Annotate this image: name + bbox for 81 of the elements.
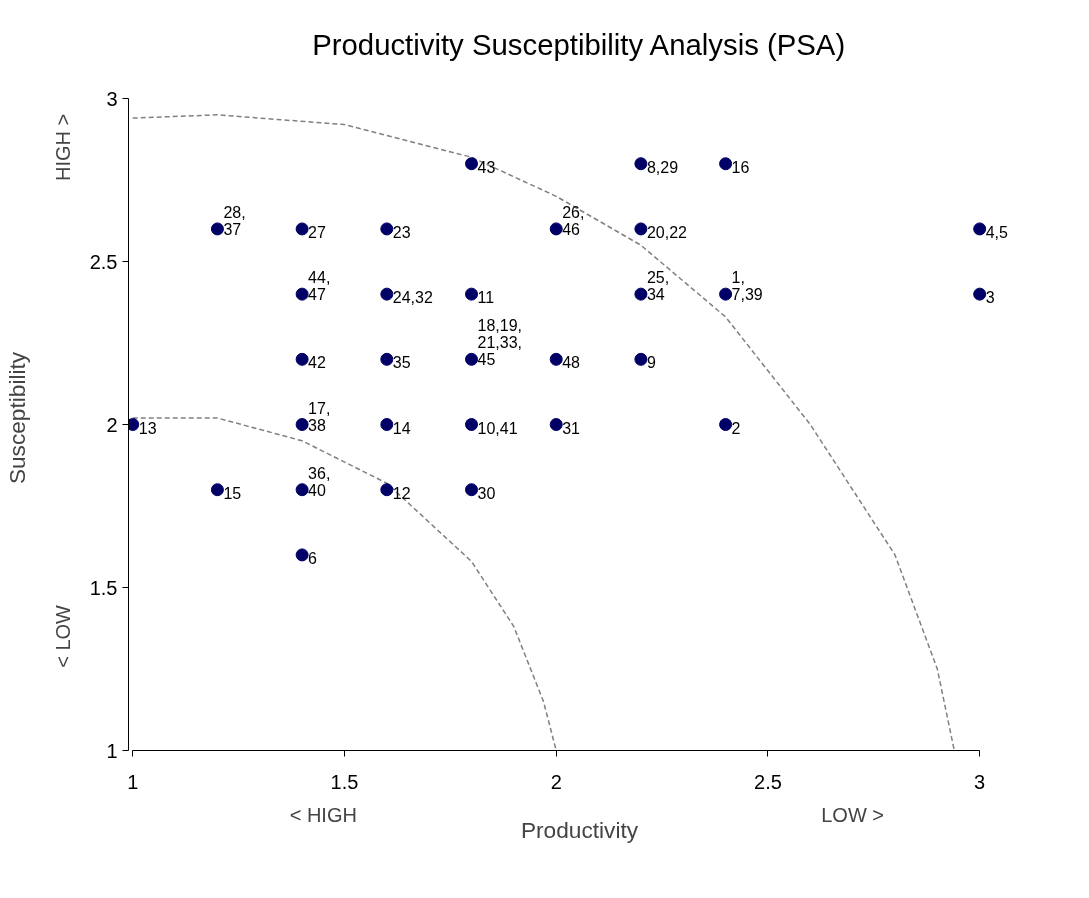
annotation: 35 bbox=[392, 354, 411, 372]
annotation: 28, 37 bbox=[223, 203, 246, 238]
x-tick-label: 1.5 bbox=[330, 770, 359, 793]
point bbox=[210, 483, 224, 497]
point bbox=[465, 483, 479, 497]
point bbox=[295, 287, 309, 301]
x-tick-label: 1 bbox=[127, 770, 139, 793]
point bbox=[295, 352, 309, 366]
annotation: 11 bbox=[477, 289, 495, 307]
annotation: 30 bbox=[477, 484, 496, 502]
point bbox=[465, 157, 479, 171]
y-tick-label: 2.5 bbox=[89, 250, 118, 273]
point bbox=[380, 287, 394, 301]
annotation: 1, 7,39 bbox=[731, 269, 763, 304]
y-tick-label: 3 bbox=[106, 87, 118, 110]
annotation: 18,19, 21,33, 45 bbox=[477, 317, 522, 369]
point bbox=[465, 287, 479, 301]
line-series bbox=[131, 114, 956, 751]
text: HIGH > bbox=[52, 113, 75, 182]
annotation: 25, 34 bbox=[646, 269, 670, 304]
annotation: 12 bbox=[392, 484, 411, 502]
annotation: 23 bbox=[392, 223, 411, 241]
point bbox=[295, 548, 309, 562]
point bbox=[295, 222, 309, 236]
point bbox=[295, 418, 309, 432]
point bbox=[380, 352, 394, 366]
point bbox=[380, 418, 394, 432]
point bbox=[465, 418, 479, 432]
annotation: 6 bbox=[308, 549, 318, 567]
y-tick-label: 1 bbox=[106, 739, 118, 762]
point bbox=[634, 157, 648, 171]
text: < HIGH bbox=[289, 803, 357, 826]
x-tick-label: 2.5 bbox=[754, 770, 782, 793]
annotation: 42 bbox=[308, 354, 327, 372]
point bbox=[380, 483, 394, 497]
point bbox=[380, 222, 394, 236]
text: < LOW bbox=[52, 604, 75, 668]
point bbox=[295, 483, 309, 497]
annotation: 16 bbox=[731, 158, 750, 176]
point bbox=[634, 287, 648, 301]
x-tick-label: 3 bbox=[974, 770, 986, 793]
annotation: 9 bbox=[646, 354, 656, 372]
y-tick-label: 2 bbox=[106, 413, 118, 436]
chart-title: Productivity Susceptibility Analysis (PSA) bbox=[312, 27, 846, 61]
annotation: 36, 40 bbox=[308, 464, 331, 499]
annotation: 2 bbox=[731, 419, 741, 437]
x-tick-label: 2 bbox=[550, 770, 562, 793]
point bbox=[210, 222, 224, 236]
annotation: 27 bbox=[308, 223, 327, 241]
point bbox=[719, 418, 733, 432]
point bbox=[634, 222, 648, 236]
y-tick-label: 1.5 bbox=[89, 576, 118, 599]
annotation: 24,32 bbox=[392, 289, 433, 307]
point bbox=[549, 418, 563, 432]
point bbox=[465, 352, 479, 366]
point bbox=[973, 222, 987, 236]
annotation: 48 bbox=[562, 354, 581, 372]
line-series bbox=[131, 417, 557, 751]
annotation: 17, 38 bbox=[308, 399, 331, 434]
annotation: 4,5 bbox=[985, 223, 1009, 241]
point bbox=[549, 352, 563, 366]
annotation: 43 bbox=[477, 158, 496, 176]
point bbox=[128, 418, 140, 432]
annotation: 13 bbox=[138, 419, 157, 437]
point bbox=[973, 287, 987, 301]
annotation: 10,41 bbox=[477, 419, 518, 437]
annotation: 26, 46 bbox=[562, 203, 585, 238]
annotation: 15 bbox=[223, 484, 242, 502]
point bbox=[549, 222, 563, 236]
annotation: 31 bbox=[562, 419, 581, 437]
annotation: 20,22 bbox=[646, 223, 688, 241]
annotation: 14 bbox=[392, 419, 411, 437]
text: LOW > bbox=[821, 803, 885, 826]
annotation: 8,29 bbox=[646, 158, 679, 176]
point bbox=[634, 352, 648, 366]
point bbox=[719, 287, 733, 301]
x-axis-title: Productivity bbox=[520, 816, 639, 843]
annotation: 44, 47 bbox=[308, 269, 331, 304]
annotation: 3 bbox=[985, 289, 995, 307]
y-axis-title: Susceptibility bbox=[3, 351, 30, 485]
point bbox=[719, 157, 733, 171]
